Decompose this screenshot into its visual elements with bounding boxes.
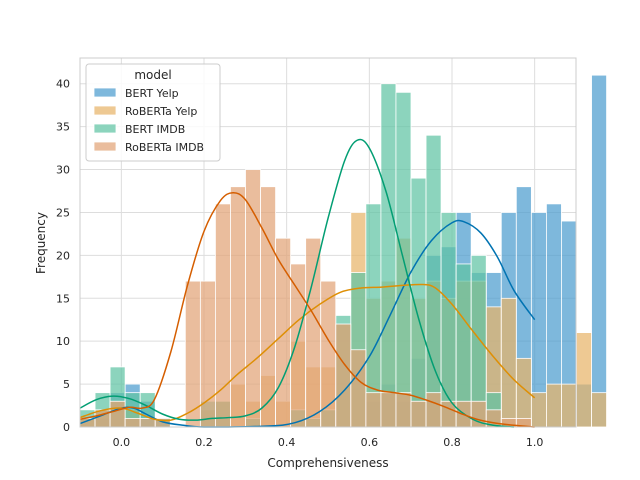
bar (335, 323, 352, 428)
bar (230, 186, 246, 428)
bar (425, 392, 442, 428)
bar (561, 383, 577, 428)
bar (410, 400, 427, 428)
legend-label: BERT Yelp (125, 87, 179, 100)
kde-line (79, 138, 515, 428)
y-tick-label: 5 (63, 378, 70, 391)
histogram-bars (79, 74, 607, 428)
kde-line (79, 191, 535, 428)
bar (305, 237, 322, 428)
bar (184, 280, 201, 428)
bar (380, 83, 397, 428)
x-tick-label: 0.2 (195, 436, 213, 449)
bar (215, 203, 231, 428)
legend-label: RoBERTa IMDB (125, 141, 204, 154)
kde-line (79, 283, 536, 422)
legend-frame (85, 63, 221, 162)
y-tick-label: 40 (56, 78, 70, 91)
x-tick-label: 1.0 (526, 436, 544, 449)
y-tick-label: 35 (56, 121, 70, 134)
y-tick-label: 0 (63, 421, 70, 434)
bar (245, 169, 261, 428)
x-tick-label: 0.6 (361, 436, 379, 449)
bar (260, 186, 276, 428)
x-tick-label: 0.4 (278, 436, 296, 449)
bar (124, 418, 141, 428)
y-tick-label: 15 (56, 292, 70, 305)
x-axis-label: Comprehensiveness (267, 456, 388, 470)
legend-title: model (134, 68, 171, 82)
bar (290, 263, 307, 428)
legend-label: RoBERTa Yelp (125, 105, 197, 118)
legend-swatch (93, 87, 117, 98)
y-tick-labels: 0 5 10 15 20 25 30 35 40 (56, 78, 70, 434)
bar (546, 383, 562, 428)
x-tick-label: 0.0 (113, 436, 131, 449)
x-tick-label: 0.8 (443, 436, 461, 449)
legend: model BERT Yelp RoBERTa Yelp BERT IMDB RoBE… (85, 63, 221, 162)
legend-items: BERT Yelp RoBERTa Yelp BERT IMDB RoBERTa IM… (93, 87, 204, 154)
kde-line (79, 219, 536, 428)
y-tick-label: 30 (56, 164, 70, 177)
y-tick-label: 10 (56, 335, 70, 348)
bar (395, 392, 412, 428)
bar (425, 134, 442, 428)
legend-label: BERT IMDB (125, 123, 185, 136)
y-tick-label: 25 (56, 206, 70, 219)
legend-swatch (93, 105, 117, 116)
plot-frame (79, 57, 577, 428)
legend-swatch (93, 141, 117, 152)
bar (139, 418, 156, 428)
bar (199, 280, 216, 428)
y-tick-label: 20 (56, 249, 70, 262)
bar (410, 177, 427, 428)
bar (576, 332, 592, 428)
bar (350, 349, 367, 428)
bar (380, 392, 397, 428)
bar (365, 392, 382, 428)
y-axis-label: Frequency (34, 212, 48, 274)
kde-curves (79, 138, 536, 428)
x-tick-labels: 0.0 0.2 0.4 0.6 0.8 1.0 (113, 436, 544, 449)
bar (591, 74, 607, 428)
bar (440, 212, 457, 428)
bar (591, 392, 607, 428)
bar (500, 297, 517, 428)
bar (109, 400, 126, 428)
legend-swatch (93, 123, 117, 134)
